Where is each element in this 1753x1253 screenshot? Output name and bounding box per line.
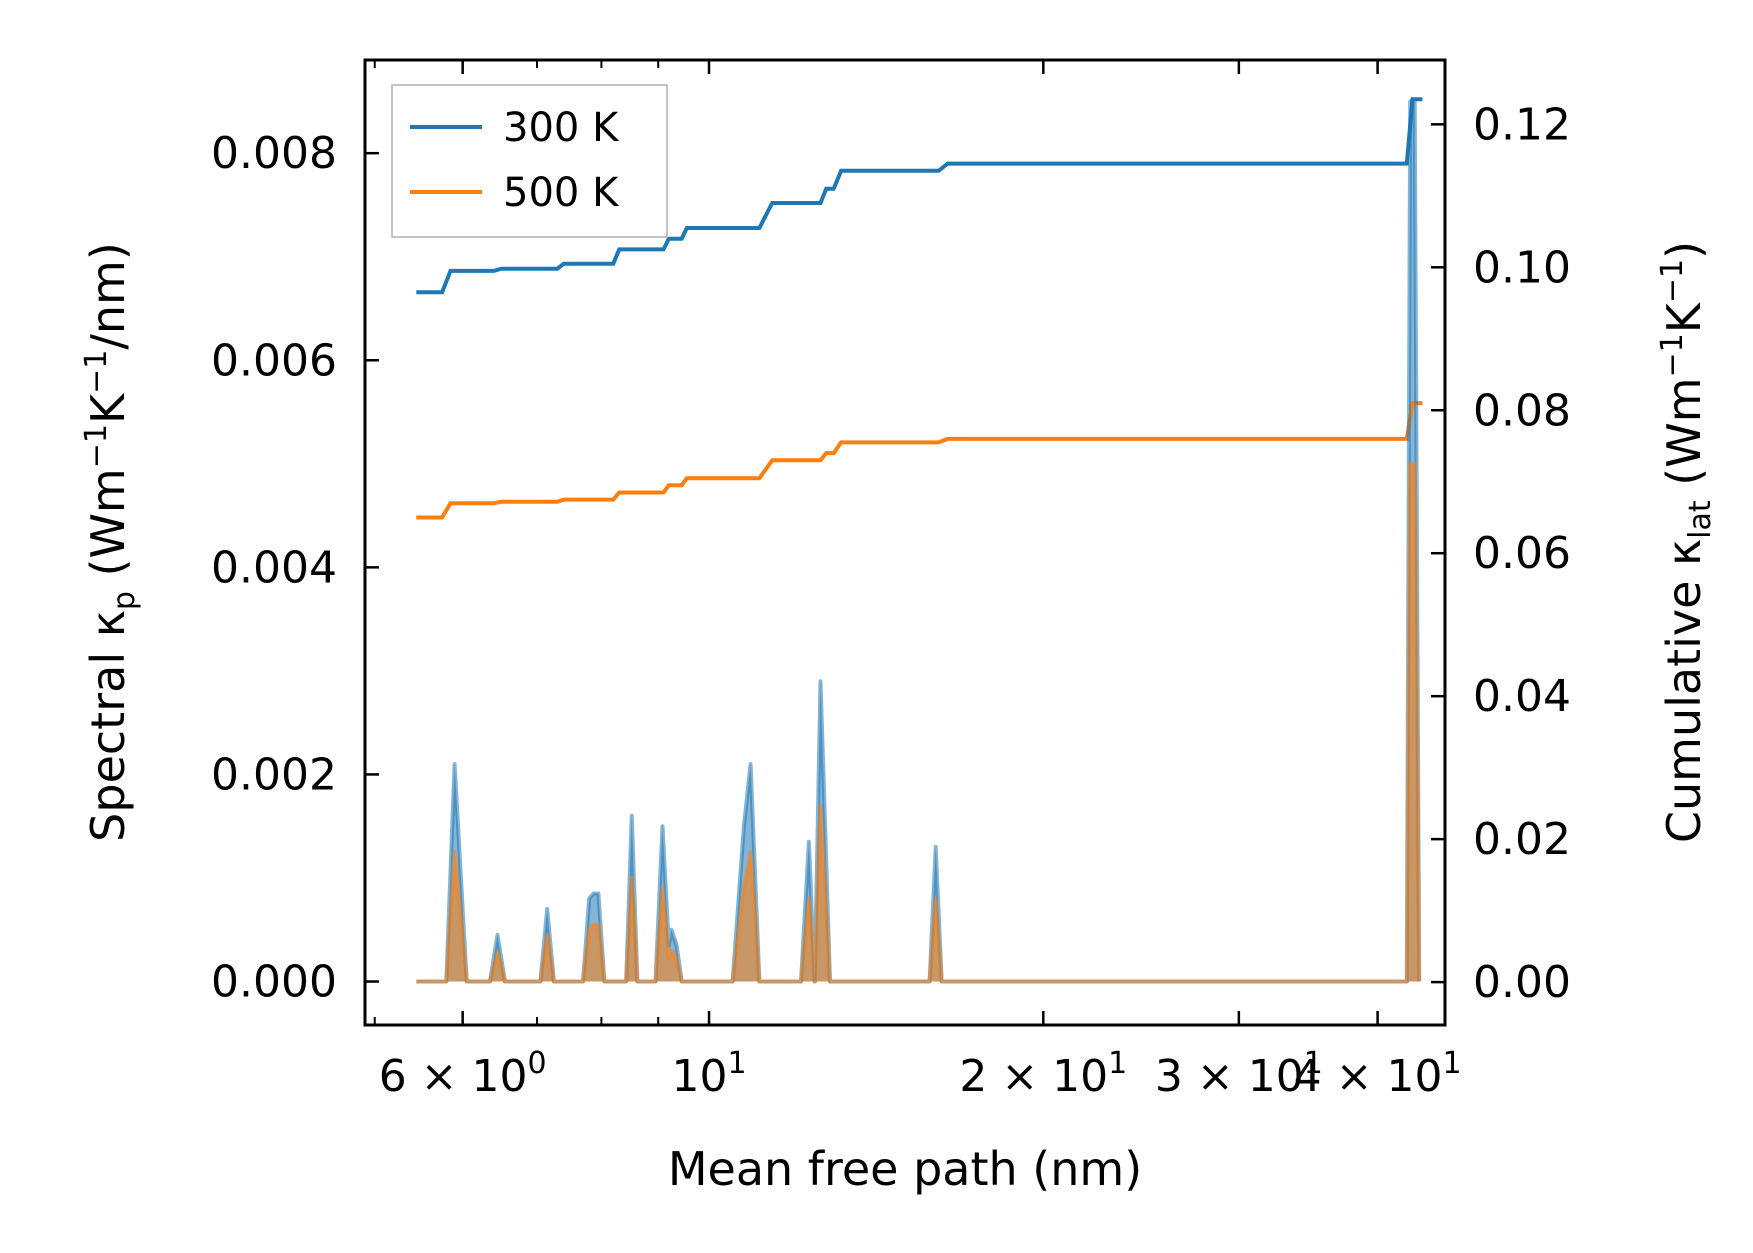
cumulative-line-500k [416, 401, 1423, 520]
y-left-tick-label: 0.008 [211, 128, 337, 179]
y-left-tick-label: 0.002 [211, 749, 337, 800]
y-left-tick-label: 0.006 [211, 335, 337, 386]
x-axis-label: Mean free path (nm) [668, 1142, 1142, 1196]
y-axis-label-right: Cumulative κlat (Wm−1K−1) [1655, 241, 1718, 843]
legend-label-500k: 500 K [503, 170, 620, 216]
y-axis-label-left: Spectral κp (Wm−1K−1/nm) [79, 242, 142, 842]
tick-labels: 0.000 0.002 0.004 0.006 0.008 0.00 0.02 0.04 0.0… [211, 99, 1571, 1102]
axis-ticks [365, 60, 1445, 1025]
legend-label-300k: 300 K [503, 105, 620, 151]
y-right-tick-label: 0.00 [1473, 957, 1571, 1008]
legend: 300 K 500 K [391, 84, 668, 238]
x-tick-label: 6 × 100 [379, 1046, 547, 1102]
series-lines [416, 97, 1423, 984]
y-right-tick-label: 0.04 [1473, 671, 1571, 722]
y-right-tick-label: 0.12 [1473, 99, 1571, 150]
x-tick-label: 101 [671, 1046, 746, 1102]
x-tick-label: 2 × 101 [959, 1046, 1127, 1102]
y-left-tick-label: 0.000 [211, 957, 337, 1008]
x-tick-label: 4 × 101 [1294, 1046, 1462, 1102]
y-left-tick-label: 0.004 [211, 542, 337, 593]
plot-frame [363, 58, 1447, 1027]
cumulative-line-300k [416, 97, 1423, 295]
x-tick-label: 3 × 101 [1155, 1046, 1323, 1102]
spectral-line-3 [416, 461, 1422, 984]
y-right-tick-label: 0.08 [1473, 385, 1571, 436]
y-right-tick-label: 0.06 [1473, 528, 1571, 579]
y-right-tick-label: 0.02 [1473, 814, 1571, 865]
legend-frame [391, 84, 668, 238]
y-right-tick-label: 0.10 [1473, 242, 1571, 293]
